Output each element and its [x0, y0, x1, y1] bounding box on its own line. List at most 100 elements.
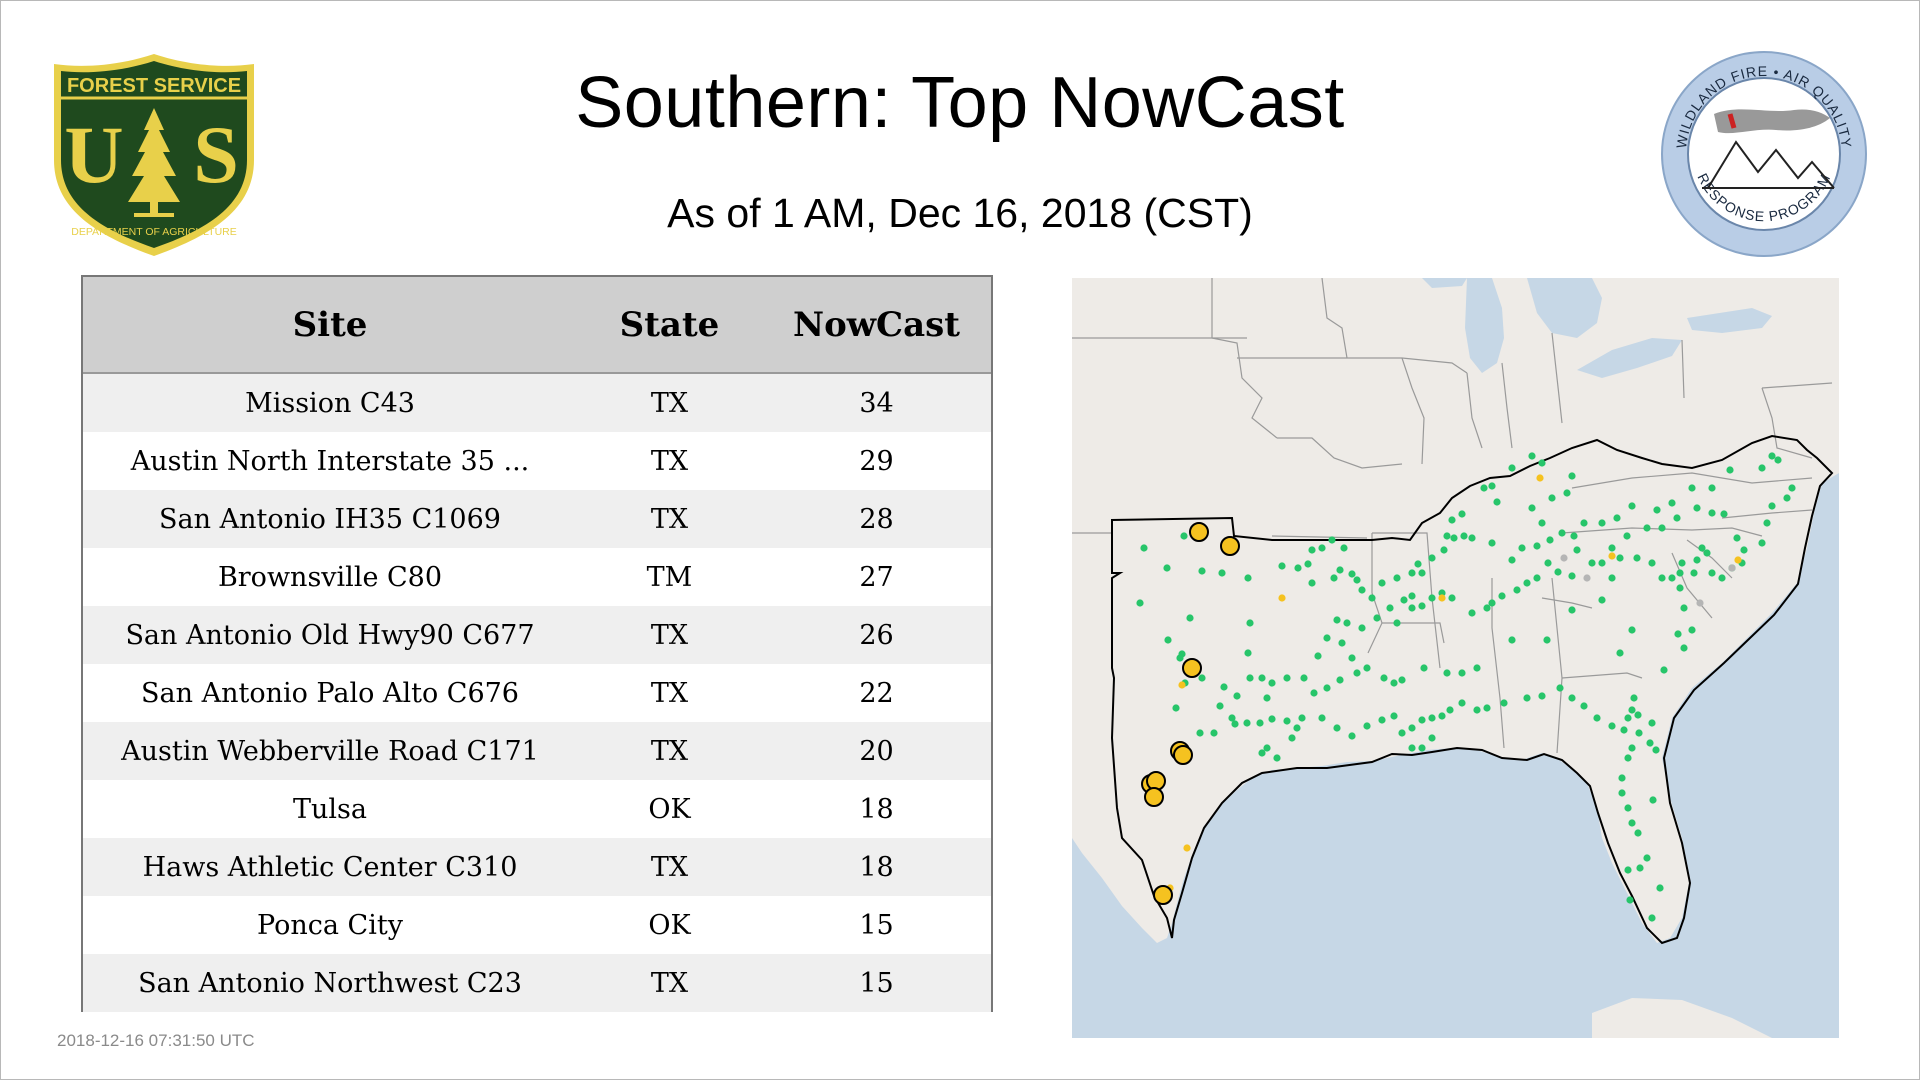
site-cell: Haws Athletic Center C310	[83, 838, 577, 896]
monitor-dot-good	[1348, 654, 1356, 662]
monitor-dot-good	[1628, 502, 1636, 510]
monitor-dot-good	[1246, 674, 1254, 682]
page-title: Southern: Top NowCast	[575, 63, 1345, 143]
monitor-dot-good	[1500, 699, 1508, 707]
monitor-dot-good	[1680, 644, 1688, 652]
monitor-dot-top-site	[1173, 745, 1193, 765]
monitor-dot-good	[1688, 626, 1696, 634]
monitor-dot-good	[1358, 586, 1366, 594]
monitor-dot-good	[1513, 586, 1521, 594]
table-row: Austin Webberville Road C171 TX 20	[83, 722, 991, 780]
table-header-row: Site State NowCast	[83, 277, 991, 374]
monitor-dot-good	[1626, 896, 1634, 904]
monitor-dot-good	[1573, 546, 1581, 554]
table-row: San Antonio Northwest C23 TX 15	[83, 954, 991, 1012]
monitor-dot-good	[1483, 704, 1491, 712]
monitor-dot-good	[1268, 679, 1276, 687]
monitor-dot-good	[1373, 614, 1381, 622]
monitor-dot-good	[1548, 494, 1556, 502]
site-cell: San Antonio Palo Alto C676	[83, 664, 577, 722]
monitor-dot-good	[1420, 664, 1428, 672]
lake-superior	[1422, 278, 1467, 288]
state-cell: TX	[577, 432, 762, 490]
monitor-dot-good	[1428, 594, 1436, 602]
monitor-dot-good	[1568, 606, 1576, 614]
monitor-dot-good	[1508, 636, 1516, 644]
monitor-dot-good	[1408, 724, 1416, 732]
monitor-dot-good	[1198, 567, 1206, 575]
monitor-dot-good	[1328, 536, 1336, 544]
monitor-dot-good	[1243, 719, 1251, 727]
monitor-dot-good	[1446, 706, 1454, 714]
monitor-dot-good	[1336, 676, 1344, 684]
nowcast-cell: 15	[762, 954, 991, 1012]
logo-top-text: FOREST SERVICE	[67, 75, 241, 97]
monitor-dot-good	[1198, 674, 1206, 682]
monitor-dot-good	[1288, 734, 1296, 742]
monitor-dot-moderate	[1608, 552, 1616, 560]
monitor-dot-good	[1620, 726, 1628, 734]
monitor-dot-good	[1634, 829, 1642, 837]
monitor-map	[1072, 278, 1839, 1038]
monitor-dot-good	[1333, 616, 1341, 624]
monitor-dot-good	[1176, 654, 1184, 662]
monitor-dot-good	[1408, 744, 1416, 752]
monitor-dot-good	[1418, 744, 1426, 752]
wildland-fire-logo: WILDLAND FIRE • AIR QUALITY RESPONSE PRO…	[1661, 51, 1867, 257]
monitor-dot-good	[1643, 854, 1651, 862]
monitor-dot-top-site	[1153, 885, 1173, 905]
monitor-dot-good	[1233, 692, 1241, 700]
monitor-dot-good	[1688, 484, 1696, 492]
monitor-dot-good	[1263, 744, 1271, 752]
monitor-dot-good	[1448, 594, 1456, 602]
monitor-dot-good	[1473, 664, 1481, 672]
monitor-dot-good	[1428, 714, 1436, 722]
monitor-dot-good	[1636, 864, 1644, 872]
monitor-dot-good	[1488, 539, 1496, 547]
site-cell: San Antonio IH35 C1069	[83, 490, 577, 548]
monitor-dot-good	[1283, 674, 1291, 682]
monitor-dot-good	[1393, 619, 1401, 627]
nowcast-cell: 22	[762, 664, 991, 722]
monitor-dot-good	[1628, 819, 1636, 827]
monitor-dot-good	[1308, 579, 1316, 587]
header-site: Site	[83, 277, 577, 374]
lake-huron	[1527, 278, 1602, 338]
state-cell: TX	[577, 490, 762, 548]
monitor-dot-good	[1708, 569, 1716, 577]
monitor-dot-good	[1508, 556, 1516, 564]
monitor-dot-good	[1628, 626, 1636, 634]
site-cell: Brownsville C80	[83, 548, 577, 606]
map-land	[1072, 278, 1839, 943]
monitor-dot-good	[1493, 498, 1501, 506]
monitor-dot-good	[1635, 729, 1643, 737]
monitor-dot-good	[1468, 609, 1476, 617]
monitor-dot-good	[1480, 484, 1488, 492]
monitor-dot-good	[1336, 566, 1344, 574]
nowcast-cell: 28	[762, 490, 991, 548]
site-cell: Mission C43	[83, 373, 577, 432]
monitor-dot-good	[1768, 452, 1776, 460]
logo-letter-u: U	[64, 109, 123, 200]
monitor-dot-good	[1353, 576, 1361, 584]
monitor-dot-moderate	[1536, 474, 1544, 482]
monitor-dot-good	[1186, 614, 1194, 622]
state-cell: TX	[577, 722, 762, 780]
site-cell: Austin North Interstate 35 ...	[83, 432, 577, 490]
monitor-dot-good	[1649, 796, 1657, 804]
cuba	[1592, 998, 1772, 1038]
monitor-dot-good	[1268, 715, 1276, 723]
monitor-dot-good	[1676, 569, 1684, 577]
monitor-dot-good	[1558, 529, 1566, 537]
monitor-dot-moderate	[1183, 844, 1191, 852]
monitor-dot-good	[1263, 694, 1271, 702]
generated-timestamp: 2018-12-16 07:31:50 UTC	[57, 1031, 255, 1050]
monitor-dot-good	[1310, 689, 1318, 697]
monitor-dot-good	[1418, 716, 1426, 724]
header-nowcast: NowCast	[762, 277, 991, 374]
monitor-dot-good	[1216, 702, 1224, 710]
monitor-dot-good	[1378, 716, 1386, 724]
monitor-dot-good	[1180, 532, 1188, 540]
monitor-dot-good	[1693, 556, 1701, 564]
monitor-dot-good	[1418, 602, 1426, 610]
